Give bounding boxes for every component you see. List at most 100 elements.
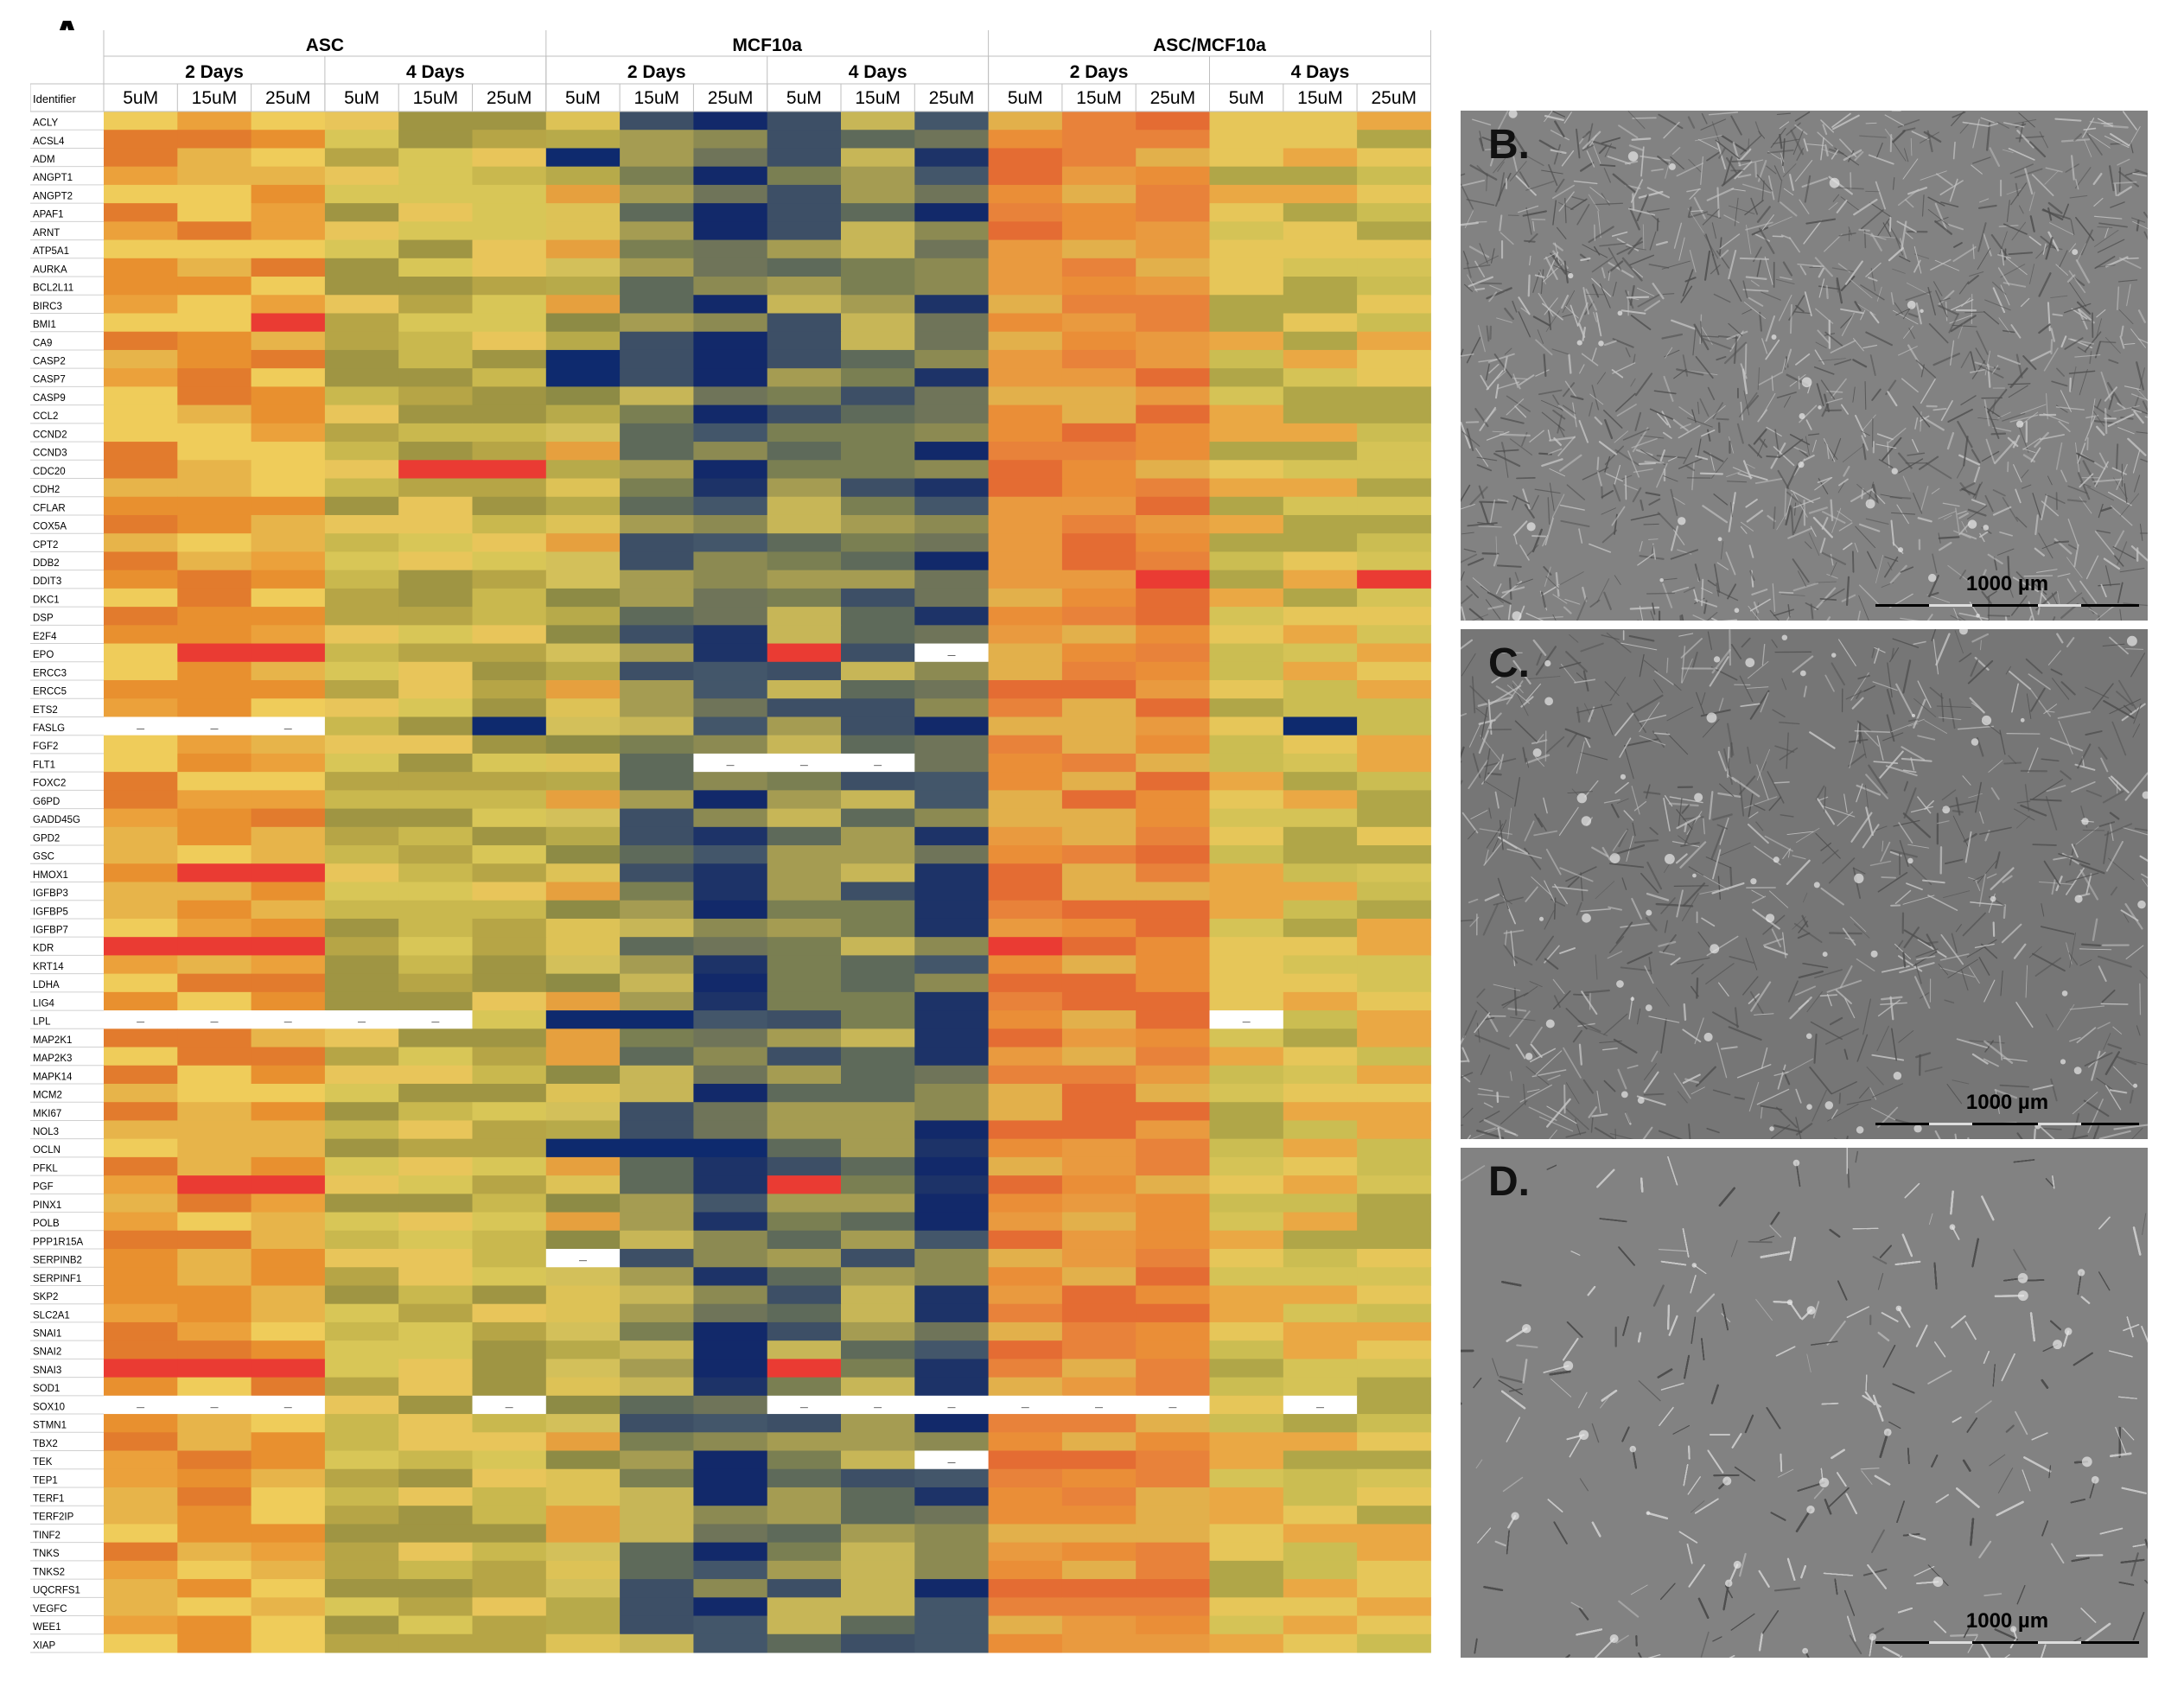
- heatmap-cell: [988, 1633, 1063, 1653]
- heatmap-cell: [841, 258, 915, 277]
- heatmap-cell: [104, 1597, 178, 1617]
- heatmap-cell: [1357, 1194, 1431, 1213]
- heatmap-cell: [1357, 442, 1431, 461]
- heatmap-cell: [1061, 1579, 1137, 1598]
- heatmap-cell: [1209, 1047, 1284, 1067]
- heatmap-cell: [620, 826, 694, 846]
- heatmap-cell: [472, 221, 547, 241]
- heatmap-cell: [324, 404, 399, 424]
- heatmap-cell: [767, 863, 842, 882]
- heatmap-cell: [1357, 1303, 1431, 1323]
- heatmap-cell: [177, 1285, 252, 1305]
- heatmap-cell: [620, 1579, 694, 1598]
- heatmap-cell: [177, 1175, 252, 1194]
- heatmap-cell: [251, 991, 326, 1011]
- heatmap-cell: [1283, 1615, 1358, 1635]
- heatmap-cell: [841, 735, 915, 755]
- heatmap-cell: [841, 277, 915, 296]
- heatmap-cell: [988, 1175, 1063, 1194]
- missing-value-mark: —: [579, 1256, 587, 1264]
- heatmap-cell: [1357, 588, 1431, 608]
- heatmap-cell: [693, 1212, 768, 1232]
- heatmap-cell: [1061, 1468, 1137, 1488]
- gene-label: ADM: [33, 155, 55, 165]
- heatmap-cell: [1209, 1395, 1284, 1415]
- heatmap-cell: [104, 1633, 178, 1653]
- heatmap-cell: [104, 570, 178, 589]
- heatmap-cell: [1209, 277, 1284, 296]
- heatmap-cell: [841, 607, 915, 626]
- heatmap-cell: [324, 588, 399, 608]
- heatmap-cell: [398, 386, 473, 406]
- heatmap-cell: [767, 1432, 842, 1452]
- heatmap-cell: [324, 1028, 399, 1048]
- heatmap-cell: [841, 331, 915, 351]
- heatmap-cell: [1061, 478, 1137, 498]
- heatmap-cell: [1136, 1579, 1210, 1598]
- heatmap-cell: [472, 698, 547, 717]
- heatmap-cell: [767, 404, 842, 424]
- heatmap-cell: [1136, 826, 1210, 846]
- heatmap-cell: [988, 1450, 1063, 1470]
- heatmap-cell: [988, 863, 1063, 882]
- heatmap-cell: [1209, 973, 1284, 993]
- heatmap-cell: [693, 863, 768, 882]
- heatmap-cell: [251, 1028, 326, 1048]
- gene-label: HMOX1: [33, 870, 68, 881]
- heatmap-cell: [620, 514, 694, 534]
- heatmap-cell: [988, 460, 1063, 480]
- heatmap-cell: [251, 1542, 326, 1562]
- heatmap-cell: [251, 680, 326, 699]
- heatmap-cell: [841, 1175, 915, 1194]
- heatmap-cell: [620, 900, 694, 920]
- heatmap-cell: [104, 1524, 178, 1544]
- heatmap-cell: [1136, 111, 1210, 131]
- heatmap-cell: [398, 277, 473, 296]
- heatmap-cell: [767, 1597, 842, 1617]
- scale-bar-gap: [2038, 1641, 2081, 1644]
- heatmap-cell: [693, 1194, 768, 1213]
- heatmap-cell: [545, 442, 621, 461]
- heatmap-cell: [767, 442, 842, 461]
- heatmap-cell: [545, 698, 621, 717]
- heatmap-cell: [1209, 258, 1284, 277]
- gene-label: CASP7: [33, 375, 66, 385]
- heatmap-cell: [988, 716, 1063, 736]
- heatmap-cell: [620, 1303, 694, 1323]
- heatmap-cell: [472, 826, 547, 846]
- heatmap-cell: [1209, 955, 1284, 975]
- heatmap-cell: [693, 166, 768, 186]
- heatmap-cell: [398, 753, 473, 773]
- time-label: 2 Days: [185, 62, 244, 82]
- heatmap-cell: [324, 1359, 399, 1379]
- heatmap-cell: [1209, 295, 1284, 314]
- micrograph-b: B. 1000 µm: [1461, 111, 2148, 621]
- heatmap-cell: [398, 1524, 473, 1544]
- heatmap-cell: [545, 790, 621, 810]
- dose-label: 15uM: [413, 88, 459, 108]
- heatmap-cell: [545, 570, 621, 589]
- heatmap-cell: [767, 937, 842, 956]
- heatmap-cell: [693, 882, 768, 901]
- heatmap-cell: [251, 698, 326, 717]
- heatmap-cell: [841, 1120, 915, 1140]
- heatmap-cell: [693, 661, 768, 681]
- heatmap-cell: [251, 1468, 326, 1488]
- heatmap-cell: [988, 1028, 1063, 1048]
- dose-label: 5uM: [1008, 88, 1043, 108]
- heatmap-cell: [104, 258, 178, 277]
- heatmap-cell: [988, 386, 1063, 406]
- heatmap-cell: [545, 1468, 621, 1488]
- heatmap-cell: [177, 423, 252, 443]
- heatmap-cell: [1136, 1597, 1210, 1617]
- heatmap-cell: [1209, 808, 1284, 828]
- heatmap-cell: [104, 955, 178, 975]
- expression-heatmap: —— — —— — —— — — — — ——— — — — — — — — — — ——ACLYACSL4ADMAN…: [30, 30, 1439, 1659]
- heatmap-cell: [1283, 607, 1358, 626]
- heatmap-cell: [398, 1102, 473, 1121]
- dose-label: 15uM: [634, 88, 679, 108]
- heatmap-cell: [1136, 1450, 1210, 1470]
- heatmap-cell: [1357, 1028, 1431, 1048]
- gene-label: BMI1: [33, 320, 56, 330]
- heatmap-cell: [177, 588, 252, 608]
